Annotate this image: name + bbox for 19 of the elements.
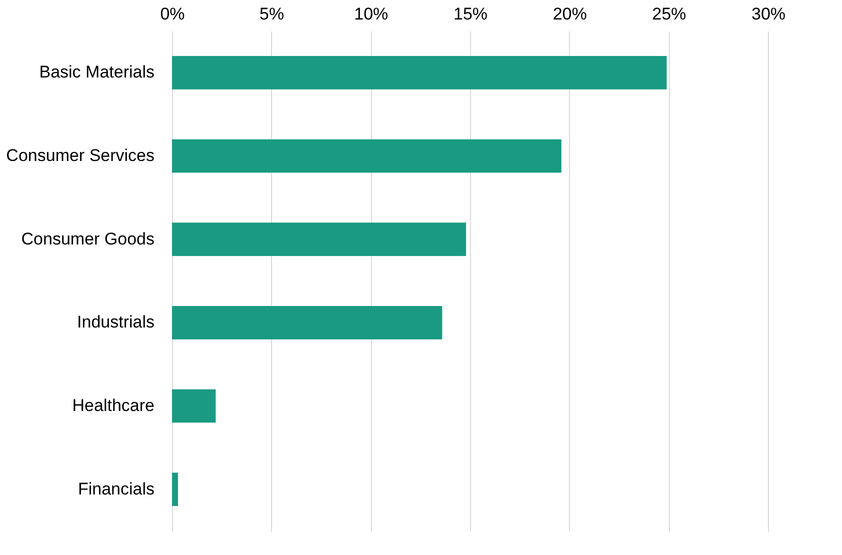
bar bbox=[172, 56, 667, 90]
bar bbox=[172, 389, 216, 423]
y-tick-label: Consumer Services bbox=[6, 146, 154, 165]
bar bbox=[172, 306, 442, 340]
bar bbox=[172, 139, 562, 173]
x-tick-label: 5% bbox=[260, 4, 284, 24]
bar bbox=[172, 472, 178, 506]
y-tick-label: Industrials bbox=[77, 312, 154, 332]
y-tick-label: Basic Materials bbox=[39, 62, 154, 82]
x-tick-label: 25% bbox=[652, 4, 686, 24]
y-tick-label: Healthcare bbox=[72, 396, 154, 415]
x-tick-label: 15% bbox=[453, 4, 488, 24]
y-tick-label: Consumer Goods bbox=[21, 229, 154, 248]
x-tick-label: 20% bbox=[552, 4, 587, 24]
bar bbox=[172, 222, 466, 256]
x-tick-label: 30% bbox=[751, 4, 786, 24]
y-tick-label: Financials bbox=[78, 479, 154, 498]
x-tick-label: 0% bbox=[160, 4, 185, 24]
x-tick-label: 10% bbox=[354, 4, 388, 24]
